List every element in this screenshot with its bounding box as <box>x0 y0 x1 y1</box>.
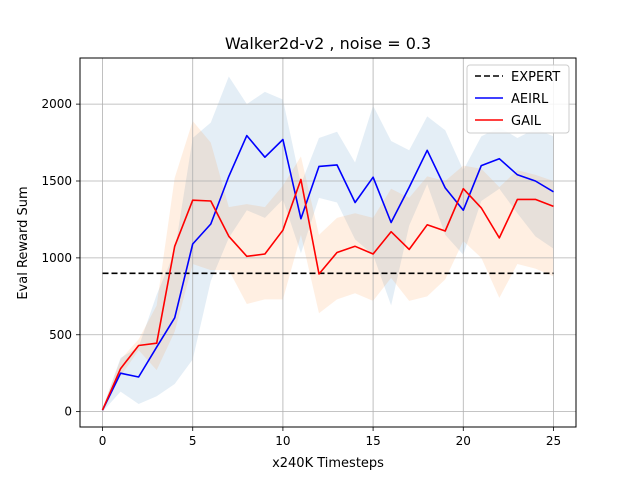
chart-title: Walker2d-v2 , noise = 0.3 <box>225 34 431 53</box>
y-tick-label: 2000 <box>41 97 72 111</box>
legend-label-aeirl: AEIRL <box>511 92 549 107</box>
y-tick-label: 0 <box>64 405 72 419</box>
confidence-bands <box>102 76 554 412</box>
legend: EXPERT AEIRL GAIL <box>466 64 570 134</box>
series-line-aeirl <box>101 134 554 411</box>
band-gail <box>102 121 554 412</box>
x-tick-label: 15 <box>365 434 380 448</box>
series-lines <box>101 134 554 411</box>
legend-label-expert: EXPERT <box>511 70 560 85</box>
x-tick-label: 0 <box>99 434 107 448</box>
x-tick-label: 10 <box>275 434 290 448</box>
x-tick-label: 25 <box>546 434 561 448</box>
y-tick-label: 1000 <box>41 251 72 265</box>
x-tick-label: 5 <box>189 434 197 448</box>
x-axis-ticks: 0 5 10 15 20 25 <box>99 427 561 448</box>
legend-label-gail: GAIL <box>511 114 542 129</box>
plot-frame <box>79 57 577 428</box>
y-axis-ticks: 0 500 1000 1500 2000 <box>41 97 80 419</box>
y-tick-label: 1500 <box>41 174 72 188</box>
y-tick-label: 500 <box>49 328 72 342</box>
y-axis-label: Eval Reward Sum <box>16 186 31 299</box>
x-axis-label: x240K Timesteps <box>272 456 384 471</box>
legend-box <box>466 64 570 134</box>
band-aeirl <box>102 76 554 412</box>
series-line-gail <box>101 178 554 411</box>
x-tick-label: 20 <box>456 434 471 448</box>
